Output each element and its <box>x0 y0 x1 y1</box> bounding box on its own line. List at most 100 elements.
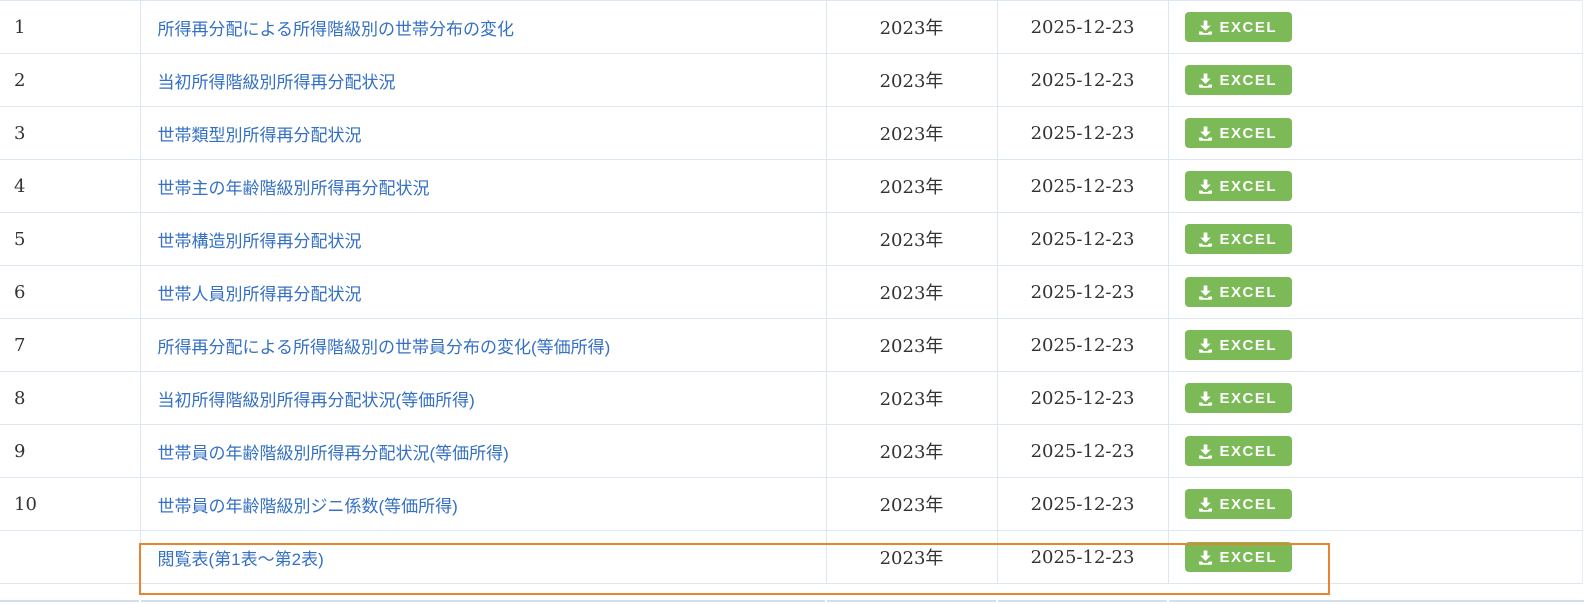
excel-download-button[interactable]: EXCEL <box>1184 489 1293 519</box>
table-row: 6 世帯人員別所得再分配状況 2023年 2025-12-23 EXCEL <box>0 265 1583 319</box>
excel-download-button[interactable]: EXCEL <box>1184 542 1293 572</box>
excel-button-label: EXCEL <box>1219 442 1278 460</box>
excel-download-button[interactable]: EXCEL <box>1184 330 1293 360</box>
excel-download-button[interactable]: EXCEL <box>1184 65 1293 95</box>
download-icon <box>1198 390 1212 406</box>
excel-button-label: EXCEL <box>1219 18 1278 36</box>
update-date: 2025-12-23 <box>996 371 1168 425</box>
download-cell: EXCEL <box>1167 477 1583 531</box>
download-cell: EXCEL <box>1167 53 1583 107</box>
table-row: 10 世帯員の年齢階級別ジニ係数(等価所得) 2023年 2025-12-23 … <box>0 477 1583 531</box>
dataset-title-cell: 世帯員の年齢階級別ジニ係数(等価所得) <box>139 477 826 531</box>
table-row: 7 所得再分配による所得階級別の世帯員分布の変化(等価所得) 2023年 202… <box>0 318 1583 372</box>
dataset-title-cell: 世帯構造別所得再分配状況 <box>139 212 826 266</box>
survey-year: 2023年 <box>825 424 997 478</box>
row-number: 8 <box>0 371 140 425</box>
excel-button-label: EXCEL <box>1219 389 1278 407</box>
download-cell: EXCEL <box>1167 371 1583 425</box>
row-number: 10 <box>0 477 140 531</box>
excel-button-label: EXCEL <box>1219 283 1278 301</box>
update-date: 2025-12-23 <box>996 106 1168 160</box>
survey-year: 2023年 <box>825 212 997 266</box>
dataset-title-cell: 所得再分配による所得階級別の世帯員分布の変化(等価所得) <box>139 318 826 372</box>
row-number: 1 <box>0 0 140 54</box>
table-row-highlighted: 閲覧表(第1表〜第2表) 2023年 2025-12-23 EXCEL <box>0 530 1583 584</box>
dataset-title-cell: 閲覧表(第1表〜第2表) <box>139 530 826 584</box>
survey-year: 2023年 <box>825 106 997 160</box>
dataset-title-cell: 世帯員の年齢階級別所得再分配状況(等価所得) <box>139 424 826 478</box>
excel-download-button[interactable]: EXCEL <box>1184 383 1293 413</box>
survey-year: 2023年 <box>825 53 997 107</box>
dataset-title-link[interactable]: 世帯人員別所得再分配状況 <box>157 284 362 304</box>
table-row: 1 所得再分配による所得階級別の世帯分布の変化 2023年 2025-12-23… <box>0 0 1583 54</box>
download-cell: EXCEL <box>1167 265 1583 319</box>
survey-year: 2023年 <box>825 477 997 531</box>
dataset-title-link[interactable]: 所得再分配による所得階級別の世帯分布の変化 <box>157 19 515 39</box>
update-date: 2025-12-23 <box>996 265 1168 319</box>
update-date: 2025-12-23 <box>996 53 1168 107</box>
dataset-title-link[interactable]: 世帯員の年齢階級別所得再分配状況(等価所得) <box>157 443 509 463</box>
excel-button-label: EXCEL <box>1219 495 1278 513</box>
excel-download-button[interactable]: EXCEL <box>1184 224 1293 254</box>
dataset-title-cell: 世帯類型別所得再分配状況 <box>139 106 826 160</box>
download-icon <box>1198 231 1212 247</box>
survey-year: 2023年 <box>825 530 997 584</box>
dataset-title-cell: 当初所得階級別所得再分配状況(等価所得) <box>139 371 826 425</box>
excel-download-button[interactable]: EXCEL <box>1184 171 1293 201</box>
dataset-title-link[interactable]: 世帯主の年齢階級別所得再分配状況 <box>157 178 430 198</box>
excel-button-label: EXCEL <box>1219 124 1278 142</box>
excel-button-label: EXCEL <box>1219 548 1278 566</box>
update-date: 2025-12-23 <box>996 424 1168 478</box>
dataset-title-link[interactable]: 世帯員の年齢階級別ジニ係数(等価所得) <box>157 496 458 516</box>
row-number <box>0 530 140 584</box>
dataset-title-link[interactable]: 世帯類型別所得再分配状況 <box>157 125 362 145</box>
dataset-title-link[interactable]: 所得再分配による所得階級別の世帯員分布の変化(等価所得) <box>157 337 611 357</box>
download-icon <box>1198 443 1212 459</box>
update-date: 2025-12-23 <box>996 212 1168 266</box>
download-icon <box>1198 72 1212 88</box>
download-icon <box>1198 178 1212 194</box>
download-cell: EXCEL <box>1167 159 1583 213</box>
excel-download-button[interactable]: EXCEL <box>1184 118 1293 148</box>
download-icon <box>1198 284 1212 300</box>
download-cell: EXCEL <box>1167 0 1583 54</box>
excel-download-button[interactable]: EXCEL <box>1184 12 1293 42</box>
dataset-table: 1 所得再分配による所得階級別の世帯分布の変化 2023年 2025-12-23… <box>0 0 1583 584</box>
dataset-title-link[interactable]: 当初所得階級別所得再分配状況(等価所得) <box>157 390 475 410</box>
table-row: 5 世帯構造別所得再分配状況 2023年 2025-12-23 EXCEL <box>0 212 1583 266</box>
table-row: 4 世帯主の年齢階級別所得再分配状況 2023年 2025-12-23 EXCE… <box>0 159 1583 213</box>
excel-button-label: EXCEL <box>1219 71 1278 89</box>
excel-button-label: EXCEL <box>1219 230 1278 248</box>
download-cell: EXCEL <box>1167 106 1583 160</box>
dataset-title-cell: 所得再分配による所得階級別の世帯分布の変化 <box>139 0 826 54</box>
dataset-title-cell: 当初所得階級別所得再分配状況 <box>139 53 826 107</box>
excel-download-button[interactable]: EXCEL <box>1184 436 1293 466</box>
dataset-title-link[interactable]: 閲覧表(第1表〜第2表) <box>157 549 324 569</box>
excel-button-label: EXCEL <box>1219 177 1278 195</box>
row-number: 2 <box>0 53 140 107</box>
dataset-title-link[interactable]: 世帯構造別所得再分配状況 <box>157 231 362 251</box>
dataset-title-link[interactable]: 当初所得階級別所得再分配状況 <box>157 72 396 92</box>
excel-download-button[interactable]: EXCEL <box>1184 277 1293 307</box>
table-row: 3 世帯類型別所得再分配状況 2023年 2025-12-23 EXCEL <box>0 106 1583 160</box>
survey-year: 2023年 <box>825 265 997 319</box>
row-number: 5 <box>0 212 140 266</box>
survey-year: 2023年 <box>825 0 997 54</box>
download-cell: EXCEL <box>1167 530 1583 584</box>
download-icon <box>1198 549 1212 565</box>
update-date: 2025-12-23 <box>996 0 1168 54</box>
download-cell: EXCEL <box>1167 424 1583 478</box>
row-number: 4 <box>0 159 140 213</box>
download-icon <box>1198 125 1212 141</box>
row-number: 3 <box>0 106 140 160</box>
download-cell: EXCEL <box>1167 212 1583 266</box>
dataset-title-cell: 世帯人員別所得再分配状況 <box>139 265 826 319</box>
update-date: 2025-12-23 <box>996 318 1168 372</box>
survey-year: 2023年 <box>825 318 997 372</box>
table-bottom-border <box>0 600 1584 602</box>
dataset-title-cell: 世帯主の年齢階級別所得再分配状況 <box>139 159 826 213</box>
survey-year: 2023年 <box>825 371 997 425</box>
download-icon <box>1198 496 1212 512</box>
update-date: 2025-12-23 <box>996 159 1168 213</box>
